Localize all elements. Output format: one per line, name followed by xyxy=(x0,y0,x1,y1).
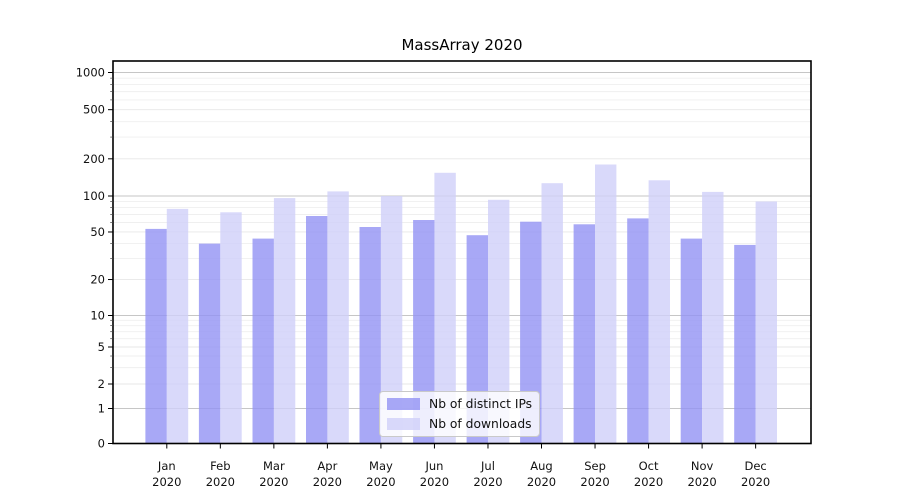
bar-ips-oct xyxy=(627,218,649,444)
bar-downloads-jan xyxy=(166,208,189,444)
bar-downloads-dec xyxy=(755,201,777,444)
x-tick-year-may: 2020 xyxy=(366,475,395,489)
x-tick-year-feb: 2020 xyxy=(206,475,235,489)
legend-label-downloads: Nb of downloads xyxy=(429,417,532,431)
x-tick-month-sep: Sep xyxy=(584,459,606,473)
bar-downloads-aug xyxy=(541,183,563,444)
x-tick-month-dec: Dec xyxy=(744,459,766,473)
x-tick-month-aug: Aug xyxy=(530,459,552,473)
x-tick-year-nov: 2020 xyxy=(687,475,716,489)
x-tick-month-feb: Feb xyxy=(210,459,230,473)
bar-downloads-jun xyxy=(434,172,456,444)
legend: Nb of distinct IPs Nb of downloads xyxy=(379,391,540,437)
legend-label-distinct-ips: Nb of distinct IPs xyxy=(429,397,533,411)
y-tick-label-1: 1 xyxy=(98,402,105,416)
bar-ips-jan xyxy=(145,228,167,444)
y-axis-ticks: 0 1 2 5 10 20 50 100 200 500 1000 xyxy=(76,66,113,451)
y-tick-label-500: 500 xyxy=(83,103,105,117)
bar-downloads-mar xyxy=(273,198,296,444)
bar-ips-aug xyxy=(520,221,542,444)
x-tick-month-nov: Nov xyxy=(691,459,714,473)
y-tick-label-20: 20 xyxy=(90,273,105,287)
x-tick-year-mar: 2020 xyxy=(259,475,288,489)
bar-ips-jun xyxy=(413,220,435,444)
y-tick-label-1000: 1000 xyxy=(76,66,105,80)
x-tick-month-oct: Oct xyxy=(639,459,659,473)
y-tick-label-5: 5 xyxy=(98,340,105,354)
bar-ips-feb xyxy=(198,243,221,444)
chart-title: MassArray 2020 xyxy=(401,36,523,54)
legend-swatch-distinct-ips xyxy=(387,398,420,410)
x-tick-month-jan: Jan xyxy=(157,459,176,473)
x-tick-year-sep: 2020 xyxy=(580,475,609,489)
legend-item-downloads: Nb of downloads xyxy=(387,416,539,432)
bar-ips-apr xyxy=(306,216,328,444)
x-tick-month-may: May xyxy=(369,459,393,473)
bar-ips-sep xyxy=(573,224,595,444)
y-tick-label-10: 10 xyxy=(90,309,105,323)
plot-border xyxy=(112,60,812,445)
legend-item-distinct-ips: Nb of distinct IPs xyxy=(387,396,539,412)
x-tick-year-oct: 2020 xyxy=(634,475,663,489)
y-tick-label-100: 100 xyxy=(83,189,105,203)
y-tick-label-50: 50 xyxy=(90,225,105,239)
x-tick-year-jan: 2020 xyxy=(152,475,181,489)
x-tick-year-aug: 2020 xyxy=(527,475,556,489)
x-tick-month-jun: Jun xyxy=(424,459,443,473)
y-tick-label-0: 0 xyxy=(98,437,105,451)
bar-downloads-apr xyxy=(327,191,349,444)
x-axis-ticks: Jan 2020 Feb 2020 Mar 2020 Apr 2020 May 2020 Jun 20… xyxy=(152,443,770,489)
x-tick-month-apr: Apr xyxy=(317,459,337,473)
bar-downloads-oct xyxy=(648,180,670,444)
x-tick-year-jul: 2020 xyxy=(473,475,502,489)
x-tick-year-dec: 2020 xyxy=(741,475,770,489)
bar-ips-may xyxy=(359,227,381,444)
bar-ips-nov xyxy=(680,238,703,444)
legend-swatch-downloads xyxy=(387,418,420,430)
y-tick-label-200: 200 xyxy=(83,152,105,166)
x-tick-year-apr: 2020 xyxy=(313,475,342,489)
x-tick-year-jun: 2020 xyxy=(420,475,449,489)
bar-downloads-sep xyxy=(595,164,617,444)
series-downloads xyxy=(166,164,777,444)
bar-downloads-jul xyxy=(488,199,510,444)
bar-ips-dec xyxy=(734,244,756,444)
y-tick-label-2: 2 xyxy=(98,377,105,391)
bar-downloads-may xyxy=(380,196,403,444)
bar-downloads-feb xyxy=(220,212,242,444)
x-tick-month-mar: Mar xyxy=(263,459,285,473)
bar-ips-mar xyxy=(252,238,274,444)
bar-downloads-nov xyxy=(702,191,724,444)
series-distinct-ips xyxy=(145,216,756,444)
x-tick-month-jul: Jul xyxy=(480,459,495,473)
